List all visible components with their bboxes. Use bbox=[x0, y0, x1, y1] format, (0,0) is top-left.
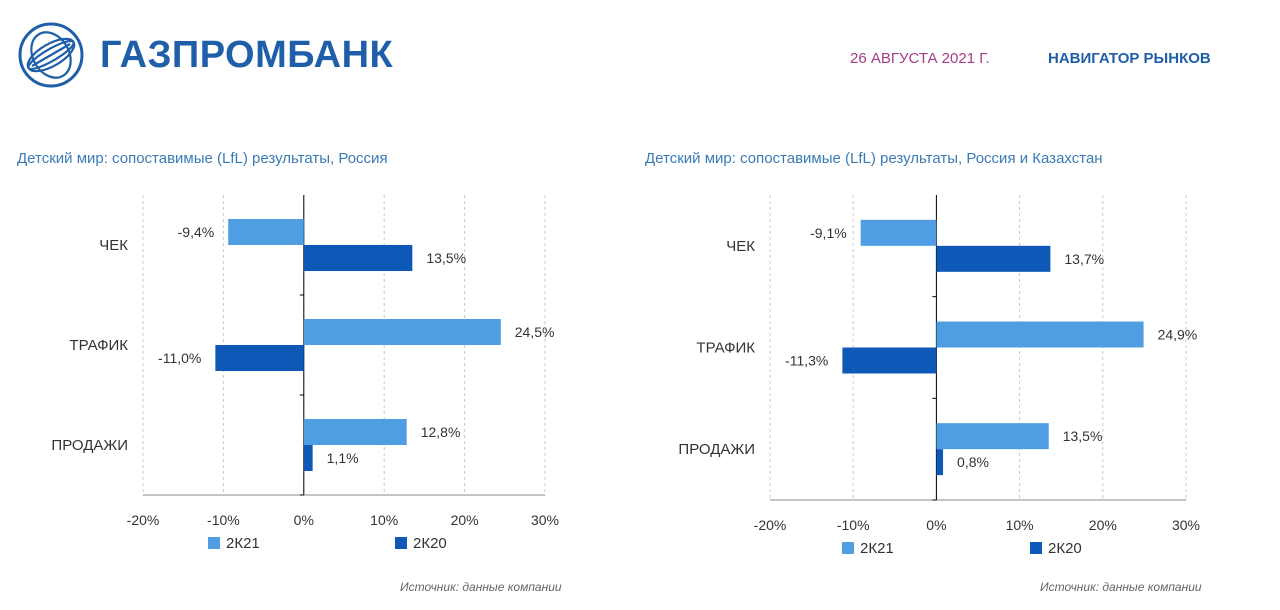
legend-swatch bbox=[1030, 542, 1042, 554]
x-tick-label: 20% bbox=[1089, 517, 1117, 533]
chart-2-source: Источник: данные компании bbox=[1040, 580, 1202, 594]
data-label: 1,1% bbox=[327, 450, 359, 466]
x-tick-label: -20% bbox=[127, 512, 160, 528]
data-label: 0,8% bbox=[957, 454, 989, 470]
category-label: ЧЕК bbox=[726, 238, 755, 255]
category-label: ТРАФИК bbox=[69, 337, 128, 354]
bar bbox=[936, 423, 1049, 450]
x-tick-label: -10% bbox=[207, 512, 240, 528]
chart-2-title: Детский мир: сопоставимые (LfL) результа… bbox=[645, 150, 1103, 167]
chart-1-title: Детский мир: сопоставимые (LfL) результа… bbox=[17, 150, 388, 167]
gazprombank-logo bbox=[18, 22, 84, 88]
data-label: 13,5% bbox=[426, 250, 466, 266]
bar bbox=[842, 347, 937, 374]
x-tick-label: 0% bbox=[294, 512, 314, 528]
bar bbox=[936, 245, 1051, 272]
bar bbox=[860, 219, 937, 246]
data-label: 24,5% bbox=[515, 324, 555, 340]
x-tick-label: 30% bbox=[1172, 517, 1200, 533]
brand-name: ГАЗПРОМБАНК bbox=[100, 34, 394, 76]
x-tick-label: 20% bbox=[451, 512, 479, 528]
category-label: ТРАФИК bbox=[696, 340, 755, 357]
bar bbox=[303, 445, 313, 471]
x-tick-label: 0% bbox=[926, 517, 946, 533]
bar bbox=[303, 245, 413, 271]
data-label: 13,7% bbox=[1064, 251, 1104, 267]
legend-swatch bbox=[395, 537, 407, 549]
data-label: -11,3% bbox=[785, 353, 828, 369]
legend-label: 2К21 bbox=[226, 535, 260, 552]
bar bbox=[228, 219, 304, 245]
chart-1: -20% -10% 0% 10% 20% 30% ЧЕК -9,4% 13,5% ТРАФИК 24… bbox=[51, 195, 559, 552]
bar bbox=[303, 419, 407, 445]
data-label: 12,8% bbox=[421, 424, 461, 440]
category-label: ПРОДАЖИ bbox=[678, 441, 755, 458]
bar bbox=[936, 321, 1144, 348]
data-label: -11,0% bbox=[158, 350, 201, 366]
report-date: 26 АВГУСТА 2021 Г. bbox=[850, 50, 990, 67]
section-title: НАВИГАТОР РЫНКОВ bbox=[1048, 50, 1211, 67]
chart-1-source: Источник: данные компании bbox=[400, 580, 562, 594]
bar bbox=[303, 319, 501, 345]
chart-2: -20% -10% 0% 10% 20% 30% ЧЕК -9,1% 13,7% ТРАФИК 24… bbox=[678, 195, 1200, 557]
x-tick-label: 10% bbox=[1006, 517, 1034, 533]
x-tick-label: 10% bbox=[370, 512, 398, 528]
data-label: 13,5% bbox=[1063, 428, 1103, 444]
x-tick-label: -10% bbox=[837, 517, 870, 533]
category-label: ЧЕК bbox=[99, 237, 128, 254]
x-tick-label: 30% bbox=[531, 512, 559, 528]
legend-label: 2К20 bbox=[413, 535, 447, 552]
legend-label: 2К21 bbox=[860, 540, 894, 557]
bar bbox=[215, 345, 304, 371]
legend-label: 2К20 bbox=[1048, 540, 1082, 557]
bar bbox=[936, 449, 944, 476]
legend-swatch bbox=[842, 542, 854, 554]
category-label: ПРОДАЖИ bbox=[51, 437, 128, 454]
data-label: 24,9% bbox=[1158, 327, 1198, 343]
data-label: -9,1% bbox=[810, 225, 847, 241]
x-tick-label: -20% bbox=[754, 517, 787, 533]
legend-swatch bbox=[208, 537, 220, 549]
data-label: -9,4% bbox=[178, 224, 215, 240]
